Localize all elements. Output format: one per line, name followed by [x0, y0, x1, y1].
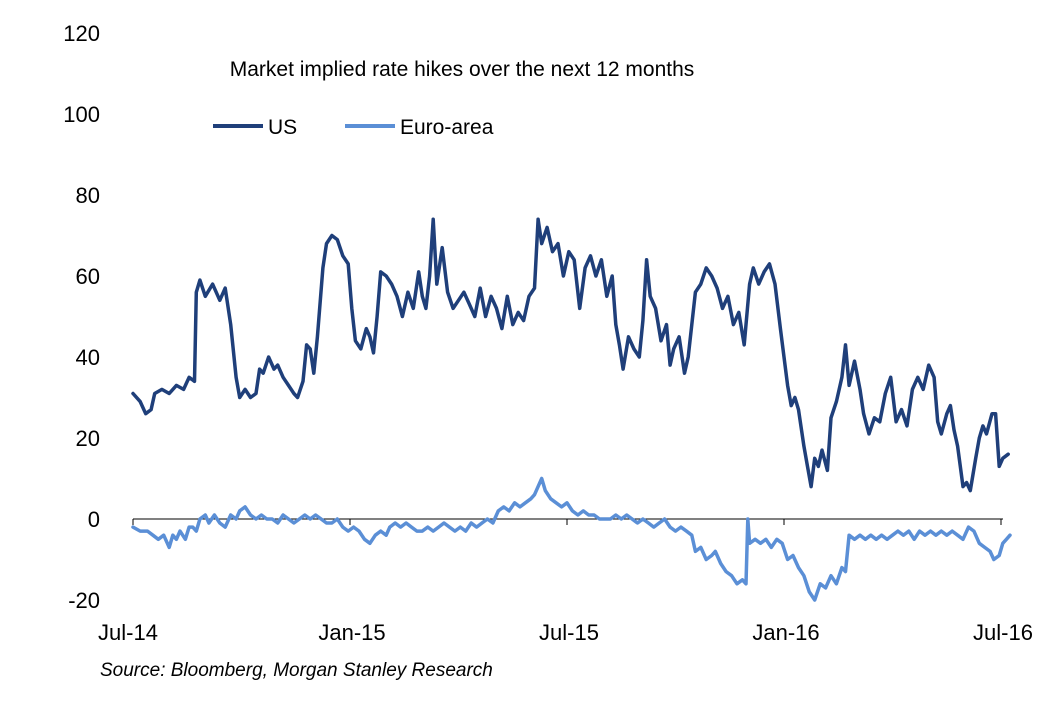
x-tick-label: Jul-14 [98, 620, 158, 645]
chart-title: Market implied rate hikes over the next … [230, 58, 695, 81]
y-tick-label: 0 [88, 507, 100, 532]
y-tick-label: 100 [63, 102, 100, 127]
x-tick-label: Jan-15 [318, 620, 385, 645]
x-tick-label: Jan-16 [752, 620, 819, 645]
y-tick-label: 40 [76, 345, 100, 370]
line-chart: -20 0 20 40 60 80 100 120 Jul-14 Jan-15 Jul-15 Jan-… [63, 21, 1033, 645]
y-tick-label: 20 [76, 426, 100, 451]
legend-label-us: US [268, 116, 297, 139]
y-tick-label: 60 [76, 264, 100, 289]
x-tick-label: Jul-16 [973, 620, 1033, 645]
y-tick-label: -20 [68, 588, 100, 613]
legend-label-euro-area: Euro-area [400, 116, 494, 139]
x-tick-label: Jul-15 [539, 620, 599, 645]
series-line-us [131, 217, 1010, 493]
source-note: Source: Bloomberg, Morgan Stanley Resear… [100, 660, 493, 681]
series-line-euro-area [131, 476, 1012, 602]
y-tick-label: 80 [76, 183, 100, 208]
y-tick-label: 120 [63, 21, 100, 46]
